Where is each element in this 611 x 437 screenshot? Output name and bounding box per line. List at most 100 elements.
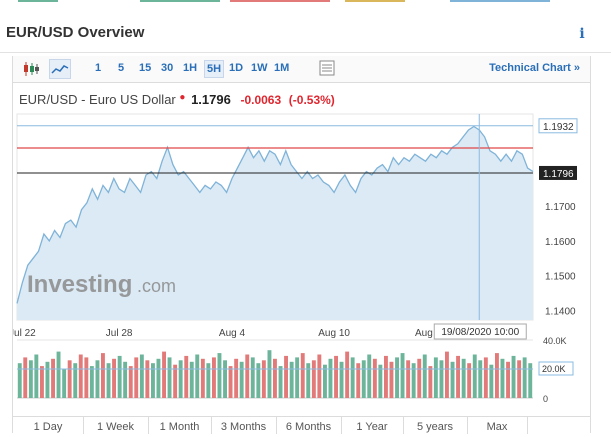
volume-bar <box>411 363 416 398</box>
last-price-label: 1.1796 <box>543 169 574 180</box>
timeframe-5[interactable]: 5 <box>118 62 125 74</box>
volume-bar <box>500 358 505 398</box>
volume-bar <box>472 354 477 398</box>
watermark-suffix: .com <box>137 276 176 296</box>
volume-bar <box>56 351 61 398</box>
volume-bar <box>461 358 466 398</box>
price-chart[interactable]: 1.1400 1.1500 1.1600 1.1700 1.1932 1.1796 Inve… <box>13 112 590 414</box>
high-level-box <box>538 118 578 134</box>
volume-bar <box>278 366 283 398</box>
info-icon[interactable]: i <box>579 26 585 42</box>
volume-bar <box>528 363 533 398</box>
volume-bar <box>400 353 405 399</box>
area-chart-icon[interactable] <box>49 59 71 79</box>
range-1-week[interactable]: 1 Week <box>83 417 149 434</box>
volume-bar <box>483 357 488 398</box>
x-tick-label: Aug 14 <box>415 328 447 339</box>
range-6-months[interactable]: 6 Months <box>276 417 342 434</box>
volume-bar <box>200 358 205 398</box>
timeframe-1[interactable]: 1 <box>95 62 102 74</box>
volume-bar <box>495 353 499 399</box>
volume-bar <box>139 354 144 398</box>
watermark-brand: Investing <box>27 271 132 298</box>
y-tick-label: 1.1400 <box>545 306 576 317</box>
volume-bar <box>73 363 78 398</box>
crosshair-date-label: 19/08/2020 10:00 <box>441 327 519 338</box>
range-5-years[interactable]: 5 years <box>403 417 468 434</box>
volume-bar <box>372 358 377 398</box>
y-tick-label: 1.1600 <box>545 237 576 248</box>
price-area <box>17 126 533 320</box>
x-tick-label: Aug 10 <box>318 328 350 339</box>
range-1-day[interactable]: 1 Day <box>13 417 84 434</box>
volume-bar <box>422 354 427 398</box>
volume-zero-label: 0 <box>543 394 548 404</box>
volume-bar <box>328 358 333 398</box>
volume-mid-label: 20.0K <box>542 364 566 374</box>
volume-bar <box>506 361 510 399</box>
range-1-month[interactable]: 1 Month <box>148 417 212 434</box>
volume-max-label: 40.0K <box>543 336 567 346</box>
volume-bar <box>267 350 272 399</box>
timeframe-30[interactable]: 30 <box>161 62 174 74</box>
volume-bar <box>67 360 72 398</box>
volume-bar <box>284 355 288 398</box>
volume-bar <box>295 357 300 398</box>
volume-bar <box>84 357 89 398</box>
volume-bar <box>17 363 22 398</box>
volume-bar <box>28 360 33 398</box>
timeframe-5h[interactable]: 5H <box>204 60 225 78</box>
crosshair-date-box <box>433 323 527 340</box>
volume-bar <box>89 366 94 398</box>
volume-bar <box>356 363 361 398</box>
volume-bar <box>334 355 338 398</box>
timeframe-1m[interactable]: 1M <box>274 62 290 74</box>
technical-chart-link[interactable]: Technical Chart » <box>489 62 580 74</box>
candlestick-icon[interactable] <box>21 60 41 78</box>
timeframe-1d[interactable]: 1D <box>229 62 244 74</box>
live-dot-icon: ● <box>179 92 186 103</box>
volume-bar <box>378 364 383 399</box>
range-selector: 1 Day 1 Week 1 Month 3 Months 6 Months 1… <box>13 416 590 434</box>
y-tick-label: 1.1700 <box>545 202 576 213</box>
volume-bar <box>306 363 311 398</box>
price-change-percent: (-0.53%) <box>288 93 335 107</box>
volume-bar <box>450 361 455 399</box>
instrument-name: EUR/USD - Euro US Dollar <box>19 92 176 107</box>
timeframe-1h[interactable]: 1H <box>183 62 198 74</box>
page-title: EUR/USD Overview <box>6 24 145 41</box>
last-price-box <box>539 165 577 180</box>
volume-mid-box <box>538 361 574 376</box>
volume-bar <box>173 364 178 399</box>
volume-bar <box>45 361 50 399</box>
volume-bar <box>317 354 322 398</box>
price-line <box>16 125 534 304</box>
volume-bar <box>223 360 227 398</box>
high-level-label: 1.1932 <box>543 122 574 133</box>
volume-bar <box>178 360 183 398</box>
volume-bar <box>95 360 100 398</box>
volume-bar <box>489 364 494 399</box>
volume-bar <box>128 366 133 398</box>
volume-bar <box>234 358 239 398</box>
range-3-months[interactable]: 3 Months <box>211 417 277 434</box>
volume-bar <box>256 363 261 398</box>
volume-bar <box>212 357 216 398</box>
volume-bar <box>250 357 255 398</box>
volume-bar <box>123 361 128 399</box>
settings-icon[interactable] <box>317 59 337 77</box>
timeframe-1w[interactable]: 1W <box>251 62 268 74</box>
range-1-year[interactable]: 1 Year <box>341 417 404 434</box>
volume-bar <box>350 357 355 398</box>
volume-bar <box>522 357 527 398</box>
chart-toolbar: 1 5 15 30 1H 5H 1D 1W 1M Technical Chart… <box>13 56 590 83</box>
volume-bar <box>395 357 399 398</box>
volume-bar <box>439 360 444 398</box>
volume-bar <box>273 358 277 398</box>
volume-bar <box>78 354 83 398</box>
volume-bar <box>228 366 233 398</box>
range-max[interactable]: Max <box>467 417 528 434</box>
price-change: -0.0063 <box>240 93 282 107</box>
volume-bar <box>189 361 194 399</box>
timeframe-15[interactable]: 15 <box>139 62 152 74</box>
